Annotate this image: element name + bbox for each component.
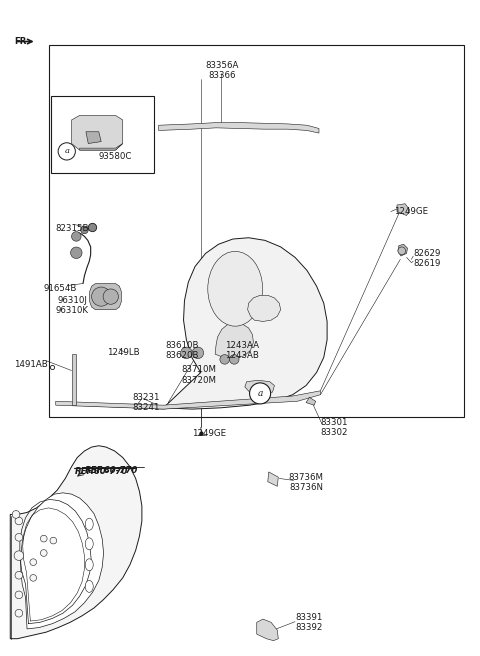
- Text: 83356A
83366: 83356A 83366: [205, 60, 239, 80]
- Ellipse shape: [208, 251, 263, 326]
- Polygon shape: [21, 493, 104, 629]
- Ellipse shape: [85, 538, 93, 550]
- Text: 83391
83392: 83391 83392: [295, 613, 323, 632]
- Text: a: a: [257, 389, 263, 398]
- Circle shape: [15, 609, 23, 617]
- Text: 82315B: 82315B: [56, 224, 89, 233]
- Ellipse shape: [85, 518, 93, 530]
- Text: 1249GE: 1249GE: [192, 430, 226, 438]
- Circle shape: [92, 287, 111, 306]
- Text: 83710M
83720M: 83710M 83720M: [181, 365, 216, 385]
- Bar: [48, 45, 464, 417]
- Circle shape: [250, 383, 271, 404]
- Ellipse shape: [85, 581, 93, 592]
- Polygon shape: [257, 619, 278, 641]
- Text: 96310J
96310K: 96310J 96310K: [56, 296, 89, 316]
- Circle shape: [30, 575, 36, 581]
- Polygon shape: [163, 237, 327, 409]
- Polygon shape: [90, 283, 121, 310]
- Polygon shape: [397, 204, 410, 215]
- Polygon shape: [398, 244, 408, 256]
- Polygon shape: [248, 295, 281, 321]
- Polygon shape: [56, 391, 321, 409]
- Polygon shape: [158, 123, 319, 133]
- Circle shape: [40, 550, 47, 556]
- Text: 83736M
83736N: 83736M 83736N: [289, 473, 324, 492]
- Text: a: a: [64, 148, 69, 155]
- Circle shape: [12, 510, 20, 518]
- Text: 1243AA
1243AB: 1243AA 1243AB: [225, 340, 259, 360]
- Circle shape: [103, 289, 119, 304]
- Text: FR.: FR.: [14, 37, 30, 46]
- Circle shape: [14, 551, 24, 560]
- Circle shape: [180, 347, 192, 359]
- Circle shape: [71, 247, 82, 258]
- Polygon shape: [306, 398, 316, 405]
- Circle shape: [15, 591, 23, 599]
- Circle shape: [192, 347, 204, 359]
- Polygon shape: [10, 445, 142, 639]
- Polygon shape: [72, 115, 123, 150]
- Text: 91654B: 91654B: [44, 284, 77, 293]
- Text: 83301
83302: 83301 83302: [321, 418, 348, 437]
- Circle shape: [40, 535, 47, 542]
- Text: 83231
83241: 83231 83241: [132, 393, 160, 412]
- Polygon shape: [215, 323, 253, 358]
- Circle shape: [15, 571, 23, 579]
- Ellipse shape: [85, 559, 93, 571]
- Circle shape: [15, 533, 23, 541]
- Circle shape: [50, 537, 57, 544]
- Bar: [51, 96, 154, 173]
- Text: 1491AB: 1491AB: [14, 360, 48, 369]
- Polygon shape: [245, 380, 275, 394]
- Polygon shape: [268, 472, 278, 486]
- Circle shape: [229, 355, 239, 364]
- Polygon shape: [86, 132, 101, 144]
- Text: 1249LB: 1249LB: [107, 348, 140, 358]
- Circle shape: [30, 559, 36, 565]
- Text: 93580C: 93580C: [99, 152, 132, 161]
- Text: 83610B
83620B: 83610B 83620B: [166, 340, 199, 360]
- Circle shape: [72, 232, 81, 241]
- Polygon shape: [72, 354, 76, 405]
- Circle shape: [81, 226, 88, 234]
- Polygon shape: [80, 144, 123, 150]
- Text: REF.60-770: REF.60-770: [75, 468, 128, 476]
- Circle shape: [15, 517, 23, 525]
- Circle shape: [58, 143, 75, 160]
- Text: REF.60-770: REF.60-770: [84, 466, 138, 475]
- Text: 1249GE: 1249GE: [394, 207, 428, 216]
- Circle shape: [220, 355, 229, 364]
- Circle shape: [398, 247, 406, 255]
- Text: 82629
82619: 82629 82619: [413, 249, 441, 268]
